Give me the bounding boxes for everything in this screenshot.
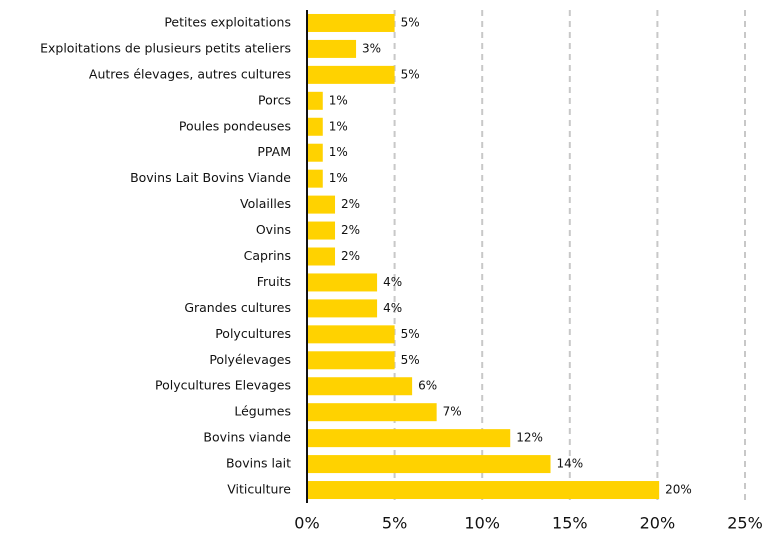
data-label: 12% — [516, 431, 543, 445]
bar — [307, 65, 395, 84]
y-tick-label: Poules pondeuses — [179, 118, 291, 133]
bar — [307, 377, 413, 396]
data-label: 7% — [443, 405, 462, 419]
y-tick-label: Bovins Lait Bovins Viande — [130, 170, 291, 185]
bar — [307, 195, 336, 214]
bar — [307, 13, 395, 32]
y-tick-label: Bovins lait — [226, 456, 291, 471]
x-tick-label: 10% — [464, 514, 500, 533]
data-label: 4% — [383, 275, 402, 289]
data-label: 5% — [401, 353, 420, 367]
y-tick-label: Légumes — [234, 404, 291, 419]
data-label: 20% — [665, 483, 692, 497]
y-tick-label: Exploitations de plusieurs petits atelie… — [40, 40, 291, 55]
data-label: 14% — [557, 457, 584, 471]
data-label: 2% — [341, 223, 360, 237]
x-tick-label: 5% — [382, 514, 407, 533]
bar — [307, 299, 378, 318]
bar — [307, 247, 336, 266]
y-tick-label: Bovins viande — [203, 430, 291, 445]
data-label: 5% — [401, 327, 420, 341]
data-label: 1% — [329, 93, 348, 107]
x-tick-label: 0% — [294, 514, 319, 533]
y-tick-label: Grandes cultures — [184, 300, 291, 315]
data-label: 1% — [329, 119, 348, 133]
data-label: 4% — [383, 301, 402, 315]
data-label: 1% — [329, 171, 348, 185]
data-label: 5% — [401, 15, 420, 29]
y-tick-label: Polycultures Elevages — [155, 378, 291, 393]
y-tick-label: Autres élevages, autres cultures — [89, 66, 291, 81]
y-tick-label: Viticulture — [227, 482, 291, 497]
y-tick-label: Porcs — [258, 92, 291, 107]
bar — [307, 351, 395, 370]
x-tick-label: 15% — [552, 514, 588, 533]
data-label: 6% — [418, 379, 437, 393]
y-tick-label: Fruits — [257, 274, 291, 289]
y-tick-label: Ovins — [256, 222, 291, 237]
data-label: 2% — [341, 249, 360, 263]
bar — [307, 91, 323, 110]
bar — [307, 325, 395, 344]
x-tick-label: 25% — [727, 514, 763, 533]
y-tick-label: Caprins — [244, 248, 291, 263]
bar — [307, 403, 437, 422]
y-tick-label: Petites exploitations — [164, 14, 291, 29]
data-label: 5% — [401, 67, 420, 81]
bar — [307, 169, 323, 188]
bar — [307, 273, 378, 292]
bar — [307, 39, 357, 58]
y-tick-label: Volailles — [240, 196, 291, 211]
data-label: 2% — [341, 197, 360, 211]
bar — [307, 143, 323, 162]
bar — [307, 481, 660, 500]
y-tick-label: Polyélevages — [209, 352, 291, 367]
y-tick-label: PPAM — [257, 144, 291, 159]
bar — [307, 429, 511, 448]
x-tick-label: 20% — [640, 514, 676, 533]
data-label: 3% — [362, 41, 381, 55]
bar — [307, 455, 551, 474]
y-tick-label: Polycultures — [215, 326, 291, 341]
data-label: 1% — [329, 145, 348, 159]
bar — [307, 221, 336, 240]
bar — [307, 117, 323, 136]
